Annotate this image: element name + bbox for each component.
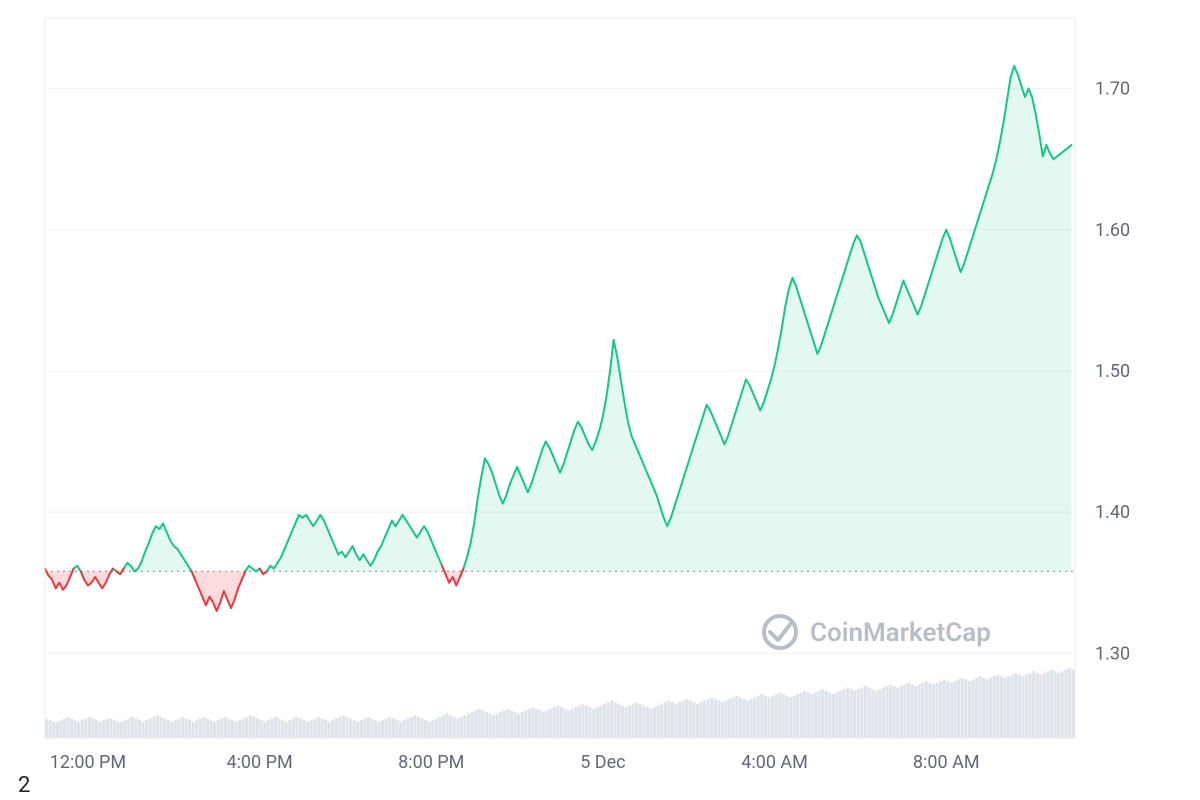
y-axis-label: 1.60	[1095, 220, 1130, 241]
y-axis-label: 1.30	[1095, 643, 1130, 664]
x-axis-label: 5 Dec	[580, 752, 625, 773]
price-chart: 1.30 1.40 1.50 1.60 1.70 12:00 PM 4:00 PM 8:00 …	[0, 0, 1200, 800]
y-axis-label: 1.40	[1095, 502, 1130, 523]
footnote-label: 2	[18, 773, 30, 798]
x-axis-label: 12:00 PM	[50, 752, 126, 773]
x-axis-label: 4:00 PM	[226, 752, 292, 773]
x-axis-label: 8:00 AM	[913, 752, 980, 773]
y-axis-label: 1.50	[1095, 361, 1130, 382]
y-axis-label: 1.70	[1095, 79, 1130, 100]
svg-text:CoinMarketCap: CoinMarketCap	[810, 618, 991, 648]
x-axis-label: 8:00 PM	[398, 752, 464, 773]
x-axis-label: 4:00 AM	[741, 752, 808, 773]
chart-svg: 1.30 1.40 1.50 1.60 1.70 12:00 PM 4:00 PM 8:00 …	[0, 0, 1200, 800]
